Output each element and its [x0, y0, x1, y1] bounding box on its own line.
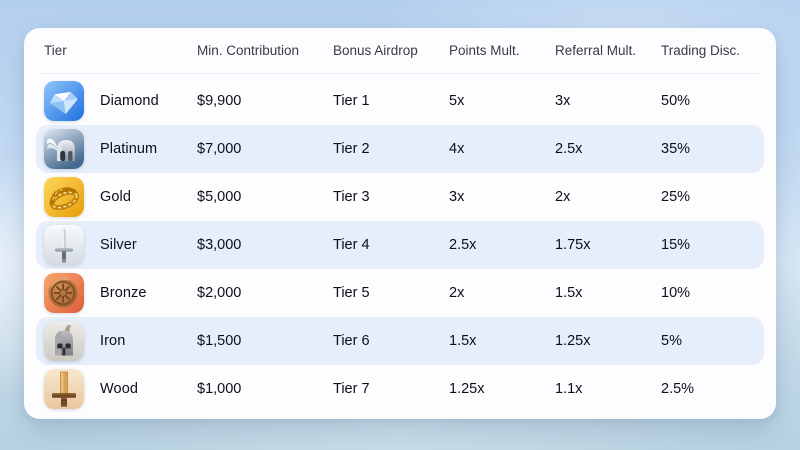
table-row: Diamond $9,900 Tier 1 5x 3x 50%: [36, 77, 764, 125]
tier-name: Silver: [100, 237, 137, 253]
tier-name: Diamond: [100, 93, 159, 109]
column-header-min-contribution: Min. Contribution: [197, 43, 300, 58]
tier-name: Gold: [100, 189, 132, 205]
points-mult-value: 2x: [449, 285, 465, 301]
table-row: Gold $5,000 Tier 3 3x 2x 25%: [36, 173, 764, 221]
wood-sword-icon: [44, 369, 100, 409]
tier-name: Wood: [100, 381, 139, 397]
trading-disc-value: 10%: [661, 285, 691, 301]
column-header-bonus-airdrop: Bonus Airdrop: [333, 43, 418, 58]
referral-mult-value: 2x: [555, 189, 571, 205]
points-mult-value: 3x: [449, 189, 465, 205]
min-contribution-value: $7,000: [197, 141, 242, 157]
column-header-trading-disc: Trading Disc.: [661, 43, 741, 58]
tier-table-card: Tier Min. Contribution Bonus Airdrop Poi…: [24, 28, 776, 419]
trading-disc-value: 5%: [661, 333, 682, 349]
platinum-helmet-icon: [44, 129, 100, 169]
min-contribution-value: $5,000: [197, 189, 242, 205]
points-mult-value: 4x: [449, 141, 465, 157]
gold-laurel-icon: [44, 177, 100, 217]
trading-disc-value: 15%: [661, 237, 691, 253]
silver-sword-icon: [44, 225, 100, 265]
bronze-shield-icon: [44, 273, 100, 313]
points-mult-value: 2.5x: [449, 237, 477, 253]
bonus-airdrop-value: Tier 4: [333, 237, 370, 253]
trading-disc-value: 35%: [661, 141, 691, 157]
points-mult-value: 1.5x: [449, 333, 477, 349]
bonus-airdrop-value: Tier 3: [333, 189, 370, 205]
column-header-points-mult: Points Mult.: [449, 43, 520, 58]
bonus-airdrop-value: Tier 5: [333, 285, 370, 301]
referral-mult-value: 1.25x: [555, 333, 591, 349]
tier-name: Bronze: [100, 285, 147, 301]
iron-helmet-icon: [44, 321, 100, 361]
diamond-icon: [44, 81, 100, 121]
table-row: Wood $1,000 Tier 7 1.25x 1.1x 2.5%: [36, 365, 764, 413]
table-row: Iron $1,500 Tier 6 1.5x 1.25x 5%: [36, 317, 764, 365]
bonus-airdrop-value: Tier 6: [333, 333, 370, 349]
referral-mult-value: 1.5x: [555, 285, 583, 301]
trading-disc-value: 50%: [661, 93, 691, 109]
tier-name: Iron: [100, 333, 126, 349]
table-row: Silver $3,000 Tier 4 2.5x 1.75x 15%: [36, 221, 764, 269]
bonus-airdrop-value: Tier 7: [333, 381, 370, 397]
column-header-referral-mult: Referral Mult.: [555, 43, 637, 58]
min-contribution-value: $1,500: [197, 333, 242, 349]
header-divider: [40, 73, 760, 74]
min-contribution-value: $9,900: [197, 93, 242, 109]
trading-disc-value: 25%: [661, 189, 691, 205]
referral-mult-value: 3x: [555, 93, 571, 109]
bonus-airdrop-value: Tier 2: [333, 141, 370, 157]
referral-mult-value: 2.5x: [555, 141, 583, 157]
min-contribution-value: $1,000: [197, 381, 242, 397]
bonus-airdrop-value: Tier 1: [333, 93, 370, 109]
min-contribution-value: $2,000: [197, 285, 242, 301]
trading-disc-value: 2.5%: [661, 381, 695, 397]
referral-mult-value: 1.75x: [555, 237, 591, 253]
points-mult-value: 5x: [449, 93, 465, 109]
min-contribution-value: $3,000: [197, 237, 242, 253]
table-body: Diamond $9,900 Tier 1 5x 3x 50% Platinum…: [24, 74, 776, 413]
tier-name: Platinum: [100, 141, 158, 157]
points-mult-value: 1.25x: [449, 381, 485, 397]
column-header-tier: Tier: [44, 43, 67, 58]
table-row: Platinum $7,000 Tier 2 4x 2.5x 35%: [36, 125, 764, 173]
table-header: Tier Min. Contribution Bonus Airdrop Poi…: [36, 28, 764, 73]
table-row: Bronze $2,000 Tier 5 2x 1.5x 10%: [36, 269, 764, 317]
referral-mult-value: 1.1x: [555, 381, 583, 397]
